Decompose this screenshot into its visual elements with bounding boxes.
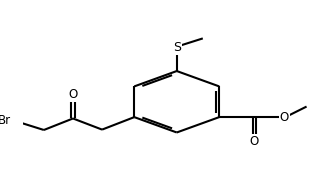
Text: O: O xyxy=(280,111,289,124)
Text: S: S xyxy=(173,41,181,54)
Text: O: O xyxy=(250,135,259,148)
Text: O: O xyxy=(68,88,78,101)
Text: Br: Br xyxy=(0,114,11,127)
